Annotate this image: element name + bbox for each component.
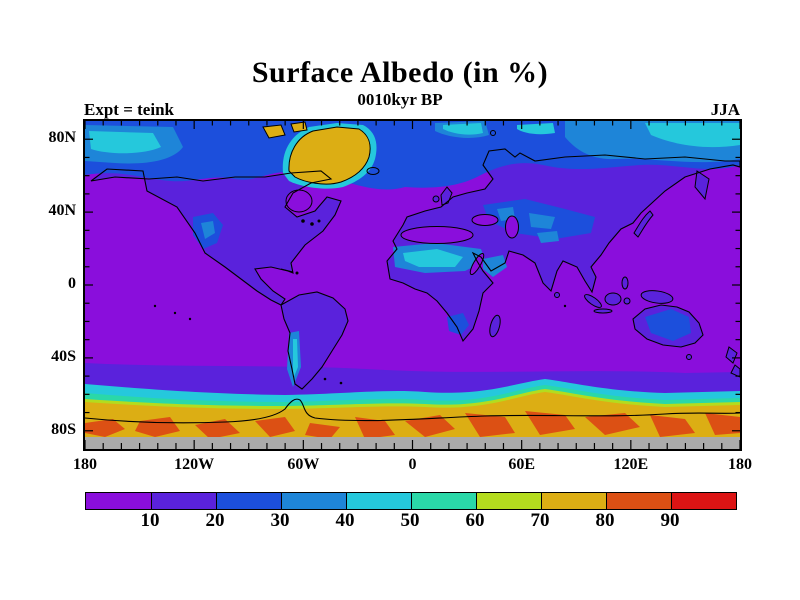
black-sea <box>471 214 499 226</box>
islands <box>432 170 740 378</box>
lat-label-40N: 40N <box>48 202 76 220</box>
arctic-island-ice-2 <box>290 121 308 133</box>
caspian-sea <box>505 215 519 239</box>
island-sumatra <box>584 294 602 308</box>
coastlines <box>85 148 740 424</box>
island-iceland <box>366 167 380 175</box>
island-madagascar <box>489 314 501 338</box>
colorbar-label-30: 30 <box>270 510 290 531</box>
colorbar-label-90: 90 <box>660 510 680 531</box>
arctic-island-ice-1 <box>262 124 286 139</box>
patch-western-na-core <box>201 221 215 239</box>
colorbar-segment-c60 <box>476 493 541 509</box>
lat-label-80N: 80N <box>48 129 76 147</box>
greenland-ice-sheet <box>288 126 371 185</box>
albedo-colorbar <box>85 492 737 510</box>
kamchatka-peninsula <box>694 170 710 201</box>
southern-ocean-bands <box>85 363 740 449</box>
island-svalbard <box>490 130 496 136</box>
island-tasmania <box>686 354 692 360</box>
colorbar-segment-c90 <box>671 493 736 509</box>
arctic-cyan-left <box>89 131 161 154</box>
antarctica-coastline <box>85 398 740 424</box>
figure-subtitle: 0010kyr BP <box>357 90 443 109</box>
patch-southern-africa <box>447 313 469 335</box>
island-borneo <box>604 292 622 306</box>
island-sri-lanka <box>554 292 560 298</box>
island-japan <box>633 210 654 238</box>
colorbar-segment-c0 <box>86 493 151 509</box>
lon-label-120W-1: 120W <box>174 456 215 473</box>
season-label: JJA <box>710 100 740 119</box>
patch-central-asia-core-1 <box>529 213 555 229</box>
colorbar-segment-c40 <box>346 493 411 509</box>
tick-marks <box>85 121 740 449</box>
patch-tibet <box>537 231 559 243</box>
colorbar-segment-c30 <box>281 493 346 509</box>
colorbar-segment-c50 <box>411 493 476 509</box>
patch-arabia <box>483 255 507 277</box>
arctic-cyan-mid-1 <box>443 123 483 135</box>
page-title: Surface Albedo (in %) <box>251 56 549 89</box>
island-java <box>593 308 613 314</box>
colorbar-label-60: 60 <box>465 510 485 531</box>
island-new-zealand-north <box>725 346 738 364</box>
patch-patagonia-core <box>293 339 298 379</box>
albedo-map <box>85 121 740 449</box>
arctic-band <box>85 121 740 190</box>
colorbar-label-50: 50 <box>400 510 420 531</box>
patch-sahara-core <box>403 249 463 267</box>
colorbar-segment-c80 <box>606 493 671 509</box>
map-specks <box>153 219 567 385</box>
colorbar-segment-c10 <box>151 493 216 509</box>
colorbar-label-80: 80 <box>595 510 615 531</box>
map-plot-area <box>83 119 742 451</box>
colorbar-segment-c20 <box>216 493 281 509</box>
arctic-islands-outlines <box>366 130 496 175</box>
hudson-bay <box>285 189 313 213</box>
experiment-label: Expt = teink <box>84 100 174 119</box>
lat-label-40S: 40S <box>51 347 76 365</box>
lon-label-120E-5: 120E <box>613 456 649 473</box>
island-britain <box>440 186 453 206</box>
mediterranean-sea <box>400 226 474 244</box>
lon-label-180-0: 180 <box>73 456 97 473</box>
patch-australia-interior <box>645 309 691 341</box>
inland-seas <box>285 189 519 276</box>
island-ireland <box>432 195 440 203</box>
colorbar-label-40: 40 <box>335 510 355 531</box>
lon-label-60E-4: 60E <box>508 456 535 473</box>
lon-label-0-3: 0 <box>408 456 417 473</box>
colorbar-segment-c70 <box>541 493 606 509</box>
lon-label-180-6: 180 <box>728 456 752 473</box>
colorbar-label-70: 70 <box>530 510 550 531</box>
island-sulawesi <box>623 297 631 305</box>
cuba-outline <box>280 268 294 273</box>
lat-label-80S: 80S <box>51 420 76 438</box>
colorbar-label-20: 20 <box>205 510 225 531</box>
island-philippines <box>621 276 629 290</box>
arctic-cyan-mid-2 <box>517 123 555 135</box>
island-new-zealand-south <box>730 364 740 378</box>
arctic-cyan-right <box>645 123 740 148</box>
lat-label-0: 0 <box>68 275 76 292</box>
lon-label-60W-2: 60W <box>287 456 320 473</box>
colorbar-label-10: 10 <box>140 510 160 531</box>
island-new-guinea <box>640 290 674 304</box>
